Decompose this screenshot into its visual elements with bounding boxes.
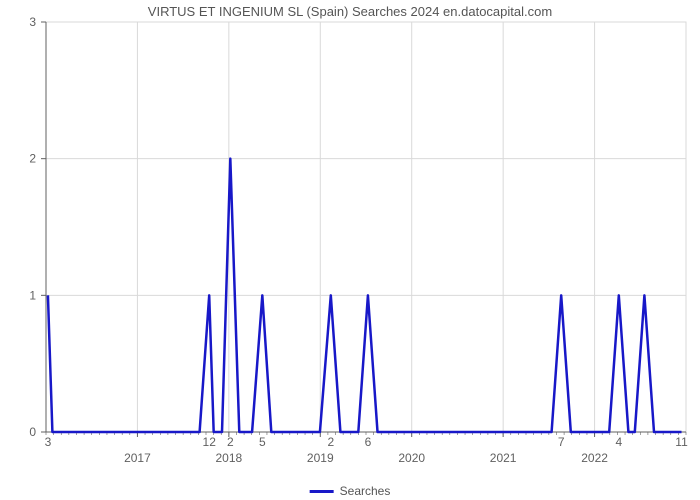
svg-text:2: 2 xyxy=(327,435,334,449)
svg-text:5: 5 xyxy=(259,435,266,449)
chart-legend: Searches xyxy=(310,484,391,498)
svg-text:3: 3 xyxy=(45,435,52,449)
chart-svg: 012320172018201920202021202231225267411 xyxy=(0,0,700,500)
svg-text:2017: 2017 xyxy=(124,451,151,465)
svg-text:2: 2 xyxy=(227,435,234,449)
svg-text:2021: 2021 xyxy=(490,451,517,465)
svg-text:3: 3 xyxy=(29,15,36,29)
searches-chart: VIRTUS ET INGENIUM SL (Spain) Searches 2… xyxy=(0,0,700,500)
svg-text:6: 6 xyxy=(365,435,372,449)
svg-text:2022: 2022 xyxy=(581,451,608,465)
svg-text:2020: 2020 xyxy=(398,451,425,465)
svg-text:4: 4 xyxy=(615,435,622,449)
legend-label: Searches xyxy=(340,484,391,498)
svg-text:11: 11 xyxy=(675,435,688,449)
svg-text:0: 0 xyxy=(29,425,36,439)
svg-text:2019: 2019 xyxy=(307,451,334,465)
svg-text:7: 7 xyxy=(558,435,565,449)
svg-text:2018: 2018 xyxy=(216,451,243,465)
svg-text:2: 2 xyxy=(29,152,36,166)
svg-text:12: 12 xyxy=(203,435,217,449)
legend-swatch xyxy=(310,490,334,493)
svg-text:1: 1 xyxy=(29,288,36,302)
